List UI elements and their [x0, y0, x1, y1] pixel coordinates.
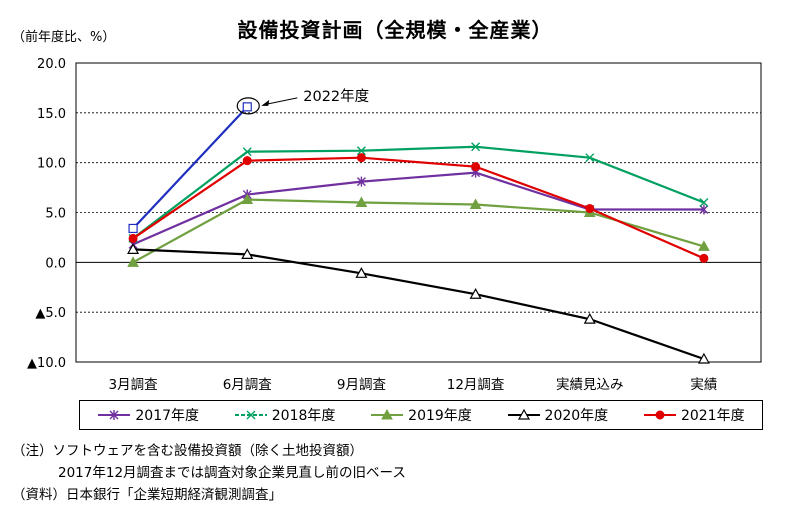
data-point-2020 [469, 287, 482, 299]
x-tick-label: 9月調査 [337, 377, 387, 393]
data-point-2020 [697, 352, 710, 364]
source-line: （資料）日本銀行「企業短期経済観測調査」 [12, 487, 282, 503]
data-point-2019 [355, 196, 368, 208]
y-axis-unit-label: （前年度比、%） [12, 30, 116, 45]
legend-swatch-2019 [371, 408, 404, 420]
legend-swatch-2021 [643, 410, 676, 420]
data-point-2022 [242, 102, 252, 112]
note-line-2: 2017年12月調査までは調査対象企業見直し前の旧ベース [58, 465, 406, 481]
series-line-2022 [132, 106, 249, 230]
y-tick-label: ▲5.0 [35, 306, 66, 321]
x-tick-label: 12月調査 [447, 377, 505, 393]
data-point-2021 [585, 204, 595, 214]
data-point-2020 [583, 312, 596, 324]
series-line-2019 [132, 198, 705, 264]
legend-item-2017: 2017年度 [97, 405, 199, 425]
y-tick-label: 0.0 [45, 256, 66, 271]
legend-label-2019: 2019年度 [408, 408, 472, 424]
legend-item-2021: 2021年度 [643, 405, 745, 425]
series-line-2020 [133, 248, 705, 361]
legend-marker [246, 410, 256, 420]
data-point-2021 [356, 153, 366, 163]
chart-legend: 2017年度 2018年度 2019年度 2020年度 2021年度 [79, 400, 763, 430]
x-tick-label: 実績見込み [556, 377, 624, 393]
legend-item-2020: 2020年度 [507, 405, 609, 425]
annotation-label: 2022年度 [303, 88, 369, 105]
data-point-2018 [471, 142, 481, 152]
y-tick-label: 20.0 [37, 57, 66, 72]
data-point-2019 [241, 193, 254, 205]
chart-notes: （注）ソフトウェアを含む設備投資額（除く土地投資額） 2017年12月調査までは… [12, 440, 406, 506]
legend-item-2019: 2019年度 [370, 405, 472, 425]
data-point-2021 [699, 253, 709, 263]
series-line-2021 [132, 156, 705, 260]
note-line-1: （注）ソフトウェアを含む設備投資額（除く土地投資額） [12, 443, 363, 459]
legend-label-2020: 2020年度 [544, 408, 609, 424]
data-point-2018 [585, 153, 595, 163]
chart-title: 設備投資計画（全規模・全産業） [237, 18, 553, 42]
data-point-2021 [128, 233, 138, 243]
legend-swatch-2020 [507, 408, 540, 420]
legend-swatch-2018 [234, 410, 267, 420]
y-tick-label: ▲10.0 [27, 356, 66, 371]
y-tick-label: 5.0 [45, 207, 66, 222]
legend-marker [655, 410, 665, 420]
legend-marker [109, 410, 119, 420]
line-chart: 20.0 15.0 10.0 5.0 0.0 ▲5.0 ▲10.0 3月調査 6月調査 9月調査 1… [27, 57, 762, 393]
y-tick-label: 15.0 [37, 107, 66, 122]
data-point-2018 [356, 146, 366, 156]
data-point-2017 [356, 176, 366, 187]
legend-swatch-2017 [98, 410, 131, 420]
legend-marker [381, 408, 394, 420]
data-point-2022 [128, 223, 138, 234]
y-tick-label: 10.0 [37, 157, 66, 172]
data-point-2021 [471, 162, 481, 172]
data-point-2021 [242, 156, 252, 166]
series-line-2018 [132, 145, 705, 240]
x-tick-label: 実績 [690, 377, 717, 393]
data-point-2018 [699, 198, 709, 208]
legend-marker [517, 408, 530, 420]
legend-label-2017: 2017年度 [135, 408, 200, 424]
data-point-2020 [241, 248, 254, 259]
data-point-2018 [242, 147, 252, 157]
legend-label-2021: 2021年度 [680, 408, 745, 424]
legend-label-2018: 2018年度 [271, 408, 336, 424]
data-point-2020 [355, 267, 368, 278]
data-point-2019 [469, 198, 482, 210]
legend-item-2018: 2018年度 [234, 405, 336, 425]
annotation-arrow [263, 97, 298, 106]
annotation-ellipse [236, 97, 260, 115]
series-line-2017 [132, 171, 704, 246]
plot-area-frame [75, 62, 762, 363]
data-point-2019 [127, 256, 139, 267]
x-tick-label: 6月調査 [223, 377, 273, 393]
data-point-2019 [698, 240, 710, 251]
annotation-arrowhead [261, 99, 270, 106]
x-tick-label: 3月調査 [109, 377, 159, 393]
data-point-2020 [127, 243, 140, 254]
data-point-2017 [699, 204, 709, 215]
